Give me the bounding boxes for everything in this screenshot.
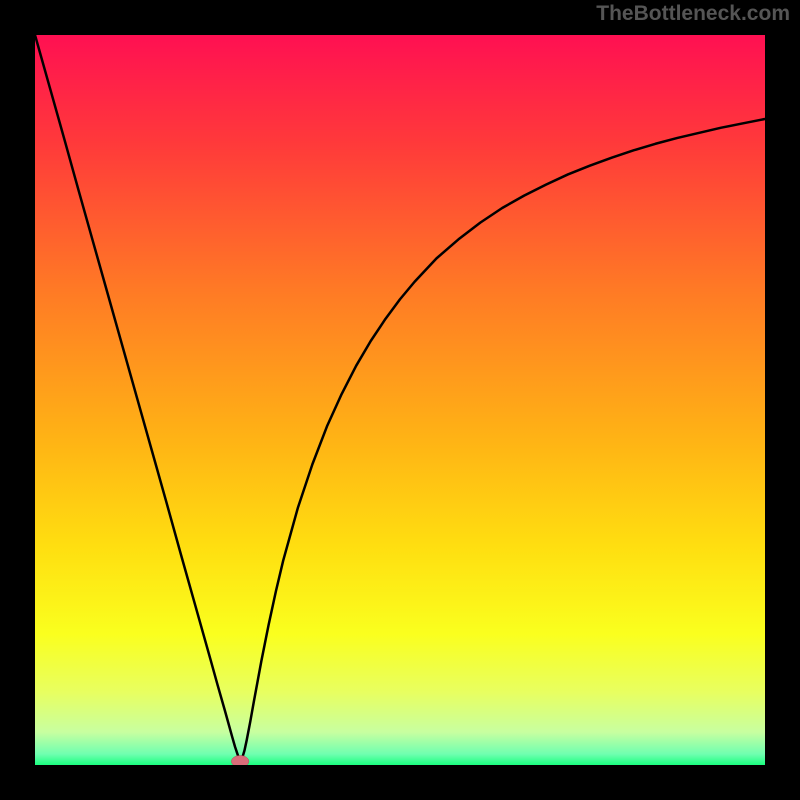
chart-svg [35, 35, 765, 765]
plot-area [35, 35, 765, 765]
chart-container: TheBottleneck.com [0, 0, 800, 800]
watermark-text: TheBottleneck.com [596, 2, 790, 26]
